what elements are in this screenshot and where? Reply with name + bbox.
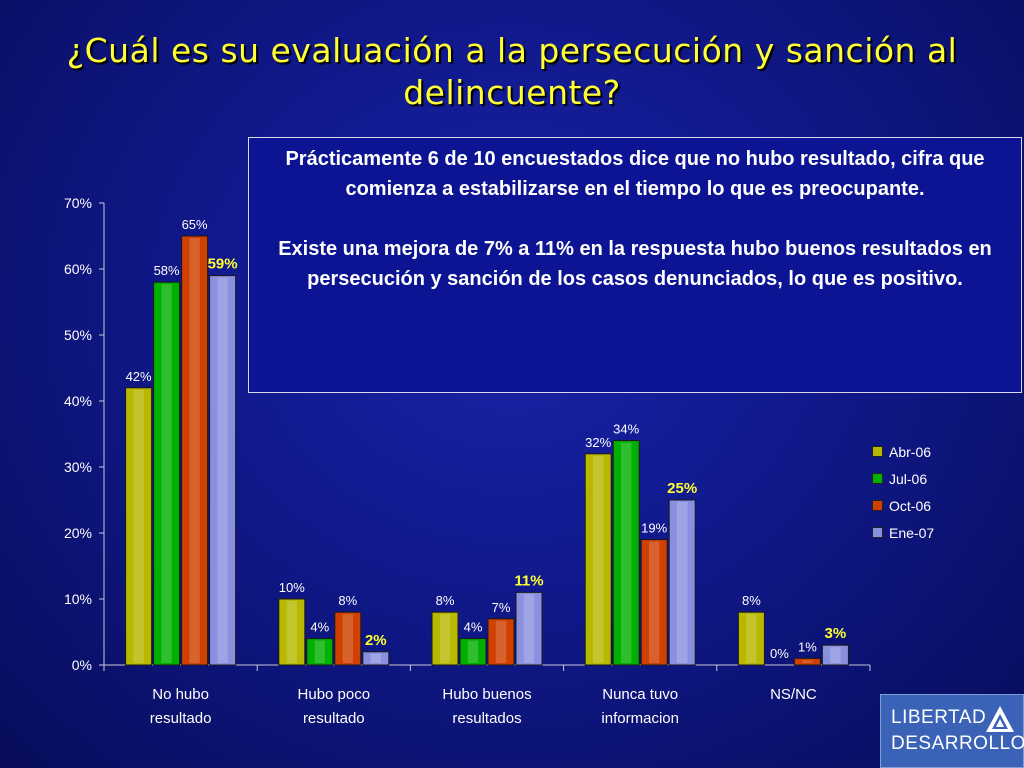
legend-item: Oct-06 (872, 492, 934, 519)
legend-swatch (872, 473, 883, 484)
bar-jul-06 (459, 638, 487, 666)
data-label: 8% (338, 593, 357, 608)
y-tick-label: 10% (64, 591, 92, 607)
bar-ene-07 (821, 644, 849, 666)
x-category-label: informacion (601, 710, 679, 727)
x-category-label: resultado (303, 710, 365, 727)
bar-highlight (495, 620, 507, 663)
logo-line-1: LIBERTAD (891, 707, 987, 728)
data-label: 7% (492, 600, 511, 615)
bar-abr-06 (431, 611, 459, 666)
bar-highlight (649, 541, 660, 663)
data-label: 34% (613, 422, 639, 437)
bar-ene-07 (209, 275, 237, 666)
y-tick-label: 60% (64, 261, 92, 277)
data-label: 19% (641, 521, 667, 536)
legend-label: Oct-06 (889, 497, 932, 514)
commentary-box: Prácticamente 6 de 10 encuestados dice q… (248, 137, 1022, 393)
chart-legend: Abr-06 Jul-06 Oct-06 Ene-07 (872, 438, 934, 546)
legend-label: Ene-07 (889, 524, 935, 541)
bar-oct-06 (640, 539, 668, 666)
data-label: 59% (208, 256, 238, 273)
bar-oct-06 (334, 611, 362, 666)
bar-highlight (161, 284, 172, 663)
bar-highlight (439, 614, 451, 663)
bar-highlight (217, 277, 228, 663)
legend-label: Abr-06 (889, 443, 932, 460)
data-label: 2% (365, 632, 387, 649)
legend-item: Ene-07 (872, 519, 934, 546)
bar-highlight (370, 653, 381, 663)
bar-highlight (621, 442, 632, 663)
legend-swatch (872, 527, 883, 538)
bar-highlight (342, 614, 353, 663)
bar-ene-07 (668, 499, 696, 666)
data-label: 65% (182, 217, 208, 232)
slide-title: ¿Cuál es su evaluación a la persecución … (66, 31, 958, 112)
data-label: 8% (742, 593, 761, 608)
bar-oct-06 (793, 657, 821, 666)
legend-swatch (872, 446, 883, 457)
y-tick-label: 50% (64, 327, 92, 343)
commentary-paragraph-2: Existe una mejora de 7% a 11% en la resp… (278, 238, 992, 290)
y-tick-label: 70% (64, 195, 92, 211)
legend-item: Abr-06 (872, 438, 934, 465)
bar-oct-06 (181, 235, 209, 666)
libertad-desarrollo-logo: LIBERTAD DESARROLLO (880, 694, 1024, 768)
x-category-label: resultados (452, 710, 521, 727)
data-label: 3% (825, 625, 847, 642)
data-label: 1% (798, 639, 817, 654)
legend-label: Jul-06 (889, 470, 928, 487)
bar-highlight (523, 594, 535, 663)
y-tick-label: 30% (64, 459, 92, 475)
y-tick-label: 40% (64, 393, 92, 409)
bar-highlight (802, 660, 813, 663)
data-label: 4% (464, 620, 483, 635)
data-label: 0% (770, 646, 789, 661)
bar-ene-07 (515, 591, 543, 666)
bar-jul-06 (612, 440, 640, 666)
bar-highlight (467, 640, 479, 663)
logo-triangle-icon (986, 706, 1014, 732)
legend-swatch (872, 500, 883, 511)
y-tick-label: 0% (72, 657, 92, 673)
x-category-label: resultado (150, 710, 212, 727)
bar-highlight (593, 455, 604, 663)
bar-abr-06 (737, 611, 765, 666)
bar-abr-06 (584, 453, 612, 666)
data-label: 8% (436, 593, 455, 608)
data-label: 25% (667, 480, 697, 497)
bar-highlight (746, 614, 757, 663)
x-category-label: NS/NC (770, 686, 817, 703)
data-label: 32% (585, 435, 611, 450)
bar-highlight (133, 389, 144, 663)
bar-jul-06 (306, 638, 334, 666)
bar-abr-06 (278, 598, 306, 666)
x-category-label: Nunca tuvo (602, 686, 678, 703)
data-label: 11% (514, 572, 543, 589)
y-tick-label: 20% (64, 525, 92, 541)
logo-line-2: DESARROLLO (891, 733, 1024, 754)
bar-jul-06 (153, 281, 181, 666)
bar-highlight (189, 238, 200, 663)
bar-highlight (830, 647, 841, 663)
legend-item: Jul-06 (872, 465, 934, 492)
bar-highlight (677, 502, 688, 663)
bar-oct-06 (487, 618, 515, 666)
bar-ene-07 (362, 651, 390, 666)
bar-abr-06 (125, 387, 153, 666)
data-label: 10% (279, 580, 305, 595)
data-label: 58% (154, 263, 180, 278)
data-label: 42% (126, 369, 152, 384)
data-label: 4% (310, 620, 329, 635)
bar-highlight (314, 640, 325, 663)
x-category-label: No hubo (152, 686, 209, 703)
commentary-paragraph-1: Prácticamente 6 de 10 encuestados dice q… (285, 148, 985, 200)
x-category-label: Hubo buenos (442, 686, 531, 703)
bar-highlight (286, 601, 297, 663)
x-category-label: Hubo poco (298, 686, 371, 703)
